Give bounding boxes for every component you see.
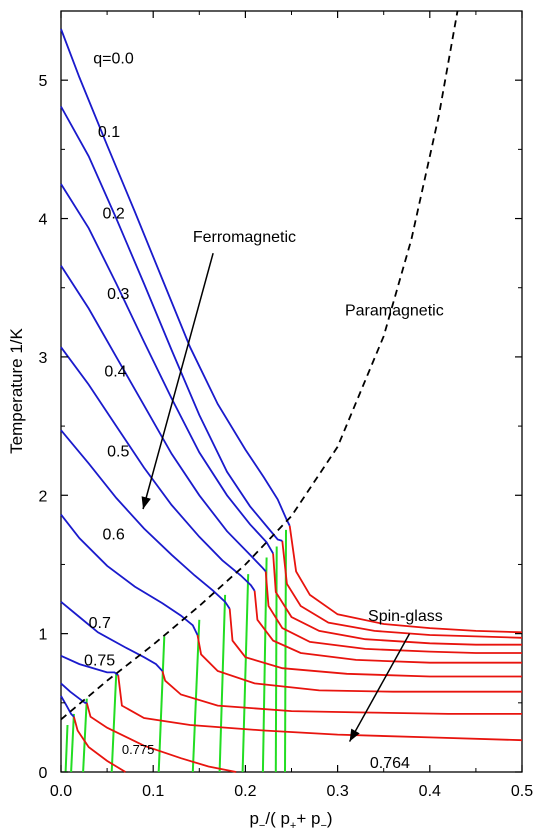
x-label-p1: p (249, 809, 258, 828)
ferro-curve-10 (60, 695, 75, 718)
vertical-line-3 (241, 574, 250, 773)
ferro-curve-1 (60, 106, 283, 542)
spin-glass-curve-4 (253, 590, 522, 664)
x-tick-label-2: 0.2 (234, 783, 256, 800)
region-label-ferromagnetic: Ferromagnetic (193, 229, 296, 246)
phase-boundary-line (60, 10, 459, 721)
region-label-spin-glass: Spin-glass (368, 608, 443, 625)
x-label-sub3: − (320, 820, 326, 832)
spin-glass-curve-7 (161, 670, 522, 715)
arrow-head-1 (349, 728, 360, 742)
x-tick-label-0: 0.0 (50, 783, 72, 800)
spin-glass-curve-3 (264, 571, 522, 654)
x-label-plus: + p (296, 809, 320, 828)
curve-label-3: 0.3 (107, 286, 129, 303)
y-axis-label: Temperature 1/K (7, 328, 26, 454)
curve-label-8: 0.75 (84, 652, 115, 669)
ferro-curve-8 (60, 654, 119, 676)
ferro-curve-9 (60, 682, 87, 704)
label-layer: q=0.0 0.1 0.2 0.3 0.4 0.5 0.6 0.7 0.75 0.775 0.764… (84, 51, 444, 772)
ferro-curve-3 (60, 265, 267, 572)
curve-label-9: 0.775 (122, 742, 155, 757)
vertical-line-8 (82, 698, 88, 773)
curve-label-6: 0.6 (102, 527, 124, 544)
ferro-curve-6 (60, 514, 199, 636)
ferro-curve-5 (60, 429, 231, 610)
y-tick-label-3: 3 (39, 350, 48, 367)
curve-label-5: 0.5 (107, 444, 129, 461)
curve-label-10: 0.764 (370, 755, 410, 772)
vertical-line-10 (64, 724, 69, 773)
arrow-line-1 (348, 633, 411, 742)
x-tick-label-4: 0.4 (419, 783, 441, 800)
spin-glass-curve-1 (281, 540, 523, 639)
plot-frame (60, 10, 523, 773)
spin-glass-curve-5 (228, 608, 522, 678)
x-label-sub1: − (259, 820, 265, 832)
spin-glass-curve-9 (85, 702, 237, 773)
region-label-paramagnetic: Paramagnetic (345, 302, 444, 319)
x-label-end: ) (327, 809, 333, 828)
vertical-line-7 (110, 672, 118, 773)
series-layer (60, 10, 523, 773)
y-tick-label-0: 0 (39, 765, 48, 782)
ferro-curve-0 (60, 28, 291, 527)
x-label-sub2: + (290, 820, 296, 832)
vertical-line-6 (157, 636, 166, 773)
ferro-curve-2 (60, 183, 274, 554)
curve-label-2: 0.2 (102, 206, 124, 223)
curve-label-0: q=0.0 (93, 51, 134, 68)
x-axis-label: p−/( p++ p−) (249, 809, 332, 832)
vertical-line-4 (218, 594, 227, 773)
arrow-head-0 (141, 496, 151, 510)
ferro-curve-7 (60, 601, 164, 672)
y-tick-label-2: 2 (39, 488, 48, 505)
spin-glass-curve-10 (73, 716, 126, 773)
vertical-line-5 (191, 619, 201, 773)
vertical-line-2 (261, 557, 268, 773)
spin-glass-curve-6 (196, 634, 522, 693)
x-tick-label-5: 0.5 (511, 783, 533, 800)
curve-label-1: 0.1 (98, 124, 120, 141)
ferro-curve-4 (60, 346, 256, 592)
y-tick-label-4: 4 (39, 212, 48, 229)
spin-glass-curve-8 (117, 674, 523, 742)
vertical-line-9 (70, 713, 75, 773)
y-tick-label-1: 1 (39, 627, 48, 644)
spin-glass-curve-2 (272, 553, 522, 646)
axis-layer: 0.0 0.1 0.2 0.3 0.4 0.5 0 1 2 3 4 5 (39, 10, 533, 800)
vertical-line-1 (274, 546, 278, 773)
y-tick-label-5: 5 (39, 73, 48, 90)
x-tick-label-3: 0.3 (326, 783, 348, 800)
arrow-line-0 (142, 252, 214, 510)
curve-label-4: 0.4 (104, 363, 126, 380)
curve-label-7: 0.7 (89, 615, 111, 632)
spin-glass-curve-0 (288, 525, 523, 634)
x-tick-label-1: 0.1 (142, 783, 164, 800)
x-label-mid: /( p (265, 809, 290, 828)
